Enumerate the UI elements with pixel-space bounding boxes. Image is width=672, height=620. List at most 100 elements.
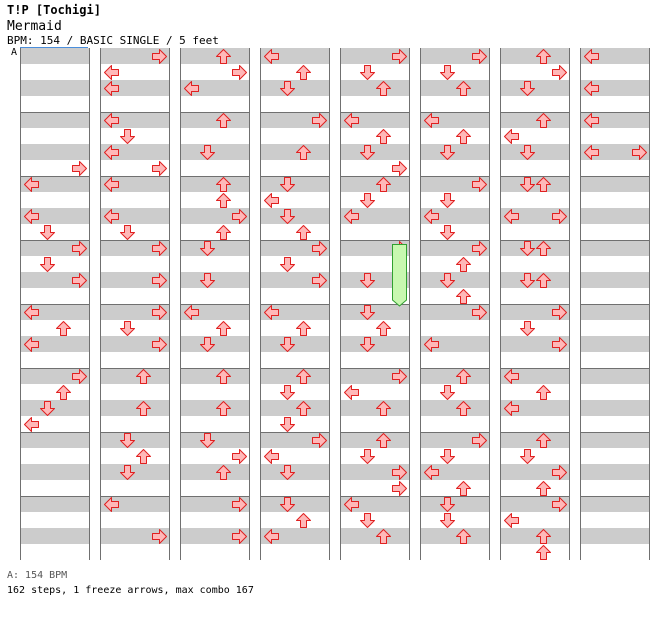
step-arrow-down-icon (359, 64, 376, 81)
step-arrow-up-icon (215, 112, 232, 129)
step-arrow-up-icon (295, 400, 312, 417)
measure-line (341, 240, 409, 241)
step-arrow-left-icon (103, 144, 120, 161)
measure-line (581, 432, 649, 433)
measure-line (261, 304, 329, 305)
step-arrow-left-icon (263, 48, 280, 65)
step-arrow-down-icon (439, 496, 456, 513)
measure-line (581, 304, 649, 305)
chart-column (340, 48, 410, 560)
step-arrow-right-icon (551, 208, 568, 225)
step-arrow-right-icon (551, 304, 568, 321)
step-arrow-up-icon (375, 176, 392, 193)
measure-line (421, 432, 489, 433)
step-arrow-right-icon (231, 448, 248, 465)
measure-line (101, 496, 169, 497)
measure-line (421, 496, 489, 497)
step-arrow-down-icon (119, 464, 136, 481)
step-arrow-up-icon (295, 368, 312, 385)
step-arrow-down-icon (519, 144, 536, 161)
step-arrow-up-icon (135, 400, 152, 417)
step-arrow-up-icon (215, 48, 232, 65)
chart-column (260, 48, 330, 560)
step-arrow-down-icon (439, 192, 456, 209)
step-arrow-right-icon (151, 240, 168, 257)
step-arrow-right-icon (551, 64, 568, 81)
bpm-legend: A: 154 BPM (7, 570, 68, 581)
step-arrow-right-icon (151, 304, 168, 321)
measure-line (21, 432, 89, 433)
step-arrow-down-icon (279, 464, 296, 481)
chart-column (180, 48, 250, 560)
step-arrow-left-icon (23, 304, 40, 321)
step-arrow-down-icon (519, 448, 536, 465)
step-arrow-down-icon (519, 272, 536, 289)
step-arrow-up-icon (455, 480, 472, 497)
step-arrow-right-icon (311, 240, 328, 257)
step-arrow-right-icon (71, 160, 88, 177)
step-arrow-down-icon (519, 80, 536, 97)
page-title: T!P [Tochigi] (7, 3, 101, 17)
step-arrow-left-icon (263, 304, 280, 321)
step-arrow-down-icon (279, 256, 296, 273)
measure-line (501, 368, 569, 369)
step-arrow-right-icon (471, 240, 488, 257)
measure-line (21, 176, 89, 177)
step-arrow-down-icon (439, 384, 456, 401)
step-arrow-right-icon (391, 464, 408, 481)
step-arrow-right-icon (231, 528, 248, 545)
measure-line (21, 368, 89, 369)
bpm-change-line (20, 47, 88, 48)
step-arrow-left-icon (183, 304, 200, 321)
measure-line (501, 432, 569, 433)
step-arrow-right-icon (471, 304, 488, 321)
step-arrow-left-icon (503, 128, 520, 145)
step-arrow-up-icon (535, 432, 552, 449)
measure-line (581, 176, 649, 177)
step-arrow-left-icon (423, 208, 440, 225)
step-arrow-down-icon (359, 336, 376, 353)
step-arrow-down-icon (519, 320, 536, 337)
step-arrow-right-icon (71, 272, 88, 289)
chart-column (580, 48, 650, 560)
step-arrow-down-icon (519, 176, 536, 193)
step-arrow-left-icon (503, 368, 520, 385)
measure-line (181, 112, 249, 113)
step-arrow-left-icon (103, 112, 120, 129)
measure-line (581, 496, 649, 497)
measure-line (501, 304, 569, 305)
step-arrow-up-icon (455, 80, 472, 97)
step-arrow-down-icon (439, 224, 456, 241)
step-arrow-left-icon (103, 80, 120, 97)
measure-line (421, 304, 489, 305)
measure-line (581, 240, 649, 241)
measure-line (181, 496, 249, 497)
step-arrow-right-icon (71, 368, 88, 385)
measure-line (501, 496, 569, 497)
step-arrow-up-icon (535, 544, 552, 561)
step-arrow-down-icon (279, 496, 296, 513)
step-arrow-left-icon (103, 176, 120, 193)
step-arrow-down-icon (519, 240, 536, 257)
step-arrow-left-icon (343, 384, 360, 401)
measure-line (261, 432, 329, 433)
measure-line (581, 368, 649, 369)
step-arrow-up-icon (455, 256, 472, 273)
measure-line (421, 112, 489, 113)
chart-column (420, 48, 490, 560)
step-arrow-up-icon (295, 512, 312, 529)
step-arrow-left-icon (263, 192, 280, 209)
step-arrow-up-icon (375, 528, 392, 545)
step-arrow-down-icon (279, 384, 296, 401)
step-arrow-up-icon (375, 432, 392, 449)
chart-info: BPM: 154 / BASIC SINGLE / 5 feet (7, 34, 219, 47)
measure-line (341, 496, 409, 497)
step-arrow-right-icon (231, 208, 248, 225)
step-arrow-right-icon (551, 336, 568, 353)
step-arrow-down-icon (439, 448, 456, 465)
measure-line (501, 112, 569, 113)
measure-line (341, 368, 409, 369)
measure-line (581, 112, 649, 113)
measure-line (261, 176, 329, 177)
step-arrow-down-icon (359, 448, 376, 465)
